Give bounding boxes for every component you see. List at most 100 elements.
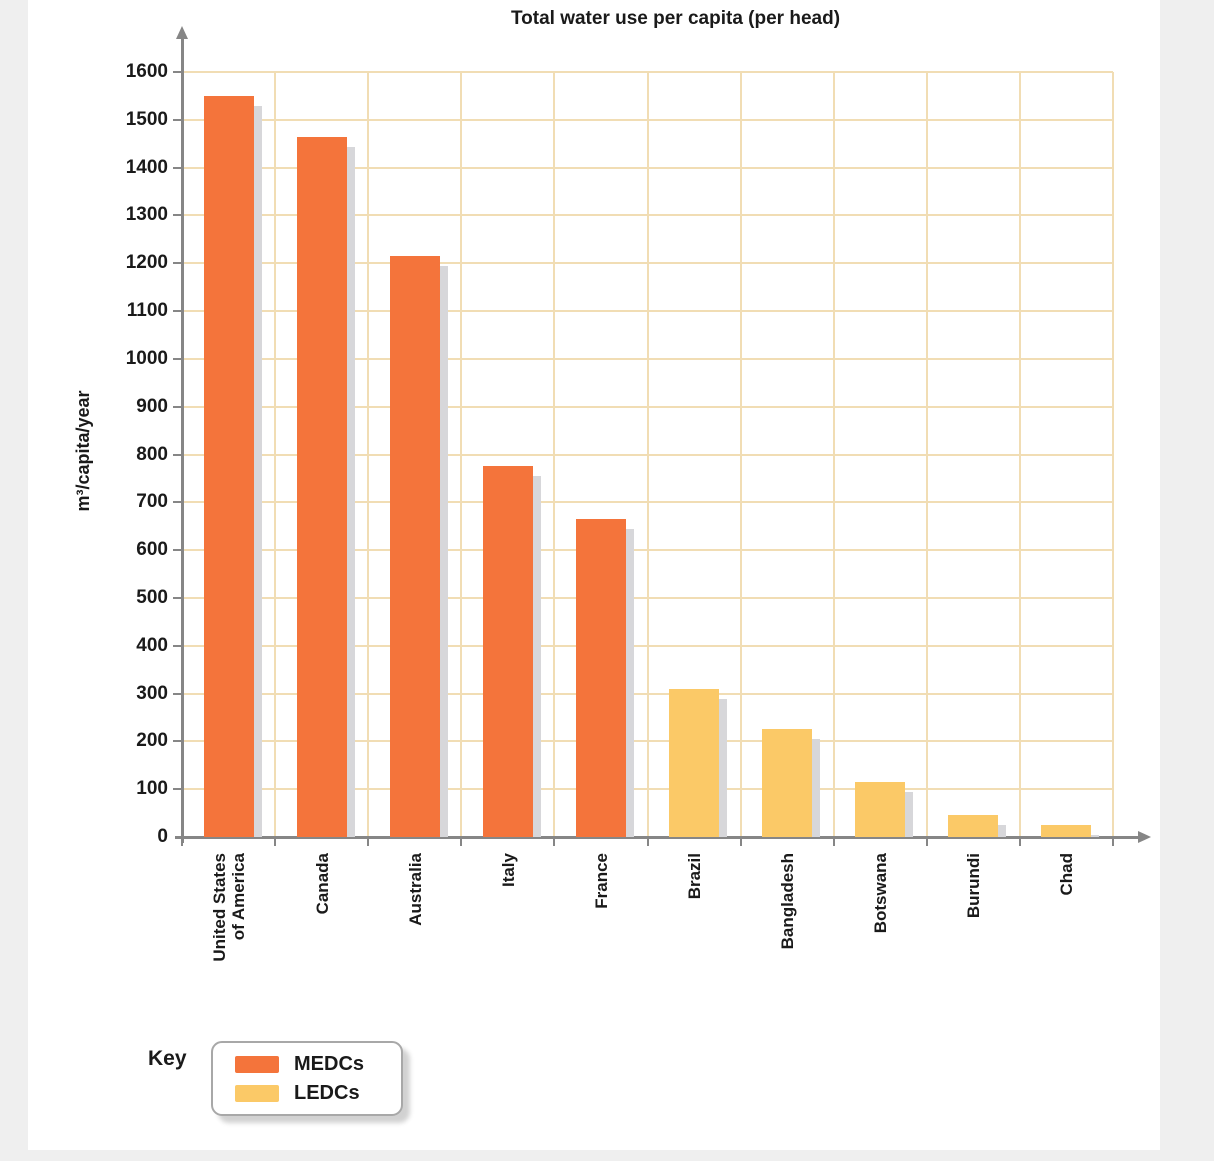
x-tick-label-line: France bbox=[591, 853, 611, 909]
y-tick-label: 1000 bbox=[125, 347, 168, 369]
x-tick-label-line: Canada bbox=[312, 853, 332, 915]
y-tick-label: 700 bbox=[136, 491, 168, 513]
y-tick-mark bbox=[173, 166, 181, 169]
x-tick-mark bbox=[1018, 838, 1021, 846]
y-tick-label: 800 bbox=[136, 443, 168, 465]
gridline-v bbox=[925, 72, 928, 837]
bar bbox=[203, 95, 254, 837]
y-tick-label: 900 bbox=[136, 395, 168, 417]
legend-item: LEDCs bbox=[235, 1083, 401, 1103]
gridline-v bbox=[460, 72, 463, 837]
y-tick-label: 1600 bbox=[125, 61, 168, 82]
gridline-v bbox=[832, 72, 835, 837]
y-tick-mark bbox=[173, 501, 181, 504]
legend-box: MEDCs LEDCs bbox=[211, 1041, 403, 1116]
x-tick-label-line: Botswana bbox=[870, 853, 890, 934]
bar bbox=[762, 729, 813, 837]
y-tick-label: 1300 bbox=[125, 204, 168, 226]
x-tick-label: Brazil bbox=[675, 853, 713, 1023]
x-tick-label: Chad bbox=[1047, 853, 1085, 1023]
x-tick-label: Botswana bbox=[861, 853, 899, 1023]
y-tick-label: 1500 bbox=[125, 108, 168, 130]
content-panel: Total water use per capita (per head) m³… bbox=[28, 0, 1160, 1150]
y-tick-label: 0 bbox=[157, 826, 168, 847]
y-tick-mark bbox=[173, 596, 181, 599]
key-label: Key bbox=[148, 1047, 187, 1070]
y-tick-mark bbox=[173, 644, 181, 647]
gridline-v bbox=[367, 72, 370, 837]
bar bbox=[575, 519, 626, 837]
x-tick-mark bbox=[274, 838, 277, 846]
bar bbox=[855, 782, 906, 837]
y-tick-mark bbox=[173, 453, 181, 456]
x-tick-mark bbox=[367, 838, 370, 846]
bar bbox=[669, 688, 720, 837]
bar bbox=[389, 256, 440, 837]
y-tick-label: 200 bbox=[136, 730, 168, 752]
x-axis-line bbox=[175, 835, 1138, 839]
x-tick-label-line: Chad bbox=[1056, 853, 1076, 896]
y-tick-label: 1400 bbox=[125, 156, 168, 178]
gridline-v bbox=[739, 72, 742, 837]
gridline-v bbox=[1018, 72, 1021, 837]
x-tick-label-line: of America bbox=[228, 853, 248, 941]
legend-item-label: MEDCs bbox=[294, 1053, 365, 1075]
y-tick-mark bbox=[173, 549, 181, 552]
legend-item-label: LEDCs bbox=[294, 1082, 360, 1104]
bar bbox=[948, 815, 999, 837]
x-tick-label: Italy bbox=[489, 853, 527, 1023]
x-tick-label-line: Australia bbox=[405, 853, 425, 926]
y-tick-mark bbox=[173, 740, 181, 743]
y-tick-mark bbox=[173, 71, 181, 73]
y-tick-label: 100 bbox=[136, 778, 168, 800]
x-tick-mark bbox=[1112, 838, 1114, 846]
gridline-v bbox=[1112, 72, 1114, 837]
y-tick-mark bbox=[173, 214, 181, 217]
gridline-v bbox=[646, 72, 649, 837]
gridline-v bbox=[274, 72, 277, 837]
x-tick-mark bbox=[739, 838, 742, 846]
y-tick-label: 600 bbox=[136, 539, 168, 561]
y-tick-label: 500 bbox=[136, 586, 168, 608]
bar bbox=[1041, 825, 1092, 837]
y-tick-mark bbox=[173, 118, 181, 121]
y-tick-mark bbox=[173, 405, 181, 408]
x-tick-label-line: Burundi bbox=[963, 853, 983, 919]
x-tick-label: Bangladesh bbox=[768, 853, 806, 1023]
x-tick-mark bbox=[181, 838, 183, 846]
x-tick-label-line: Bangladesh bbox=[777, 853, 797, 950]
y-tick-mark bbox=[173, 310, 181, 313]
bar bbox=[482, 466, 533, 837]
x-tick-label: Australia bbox=[396, 853, 434, 1023]
y-tick-label: 300 bbox=[136, 682, 168, 704]
y-tick-mark bbox=[173, 788, 181, 791]
legend-swatch bbox=[235, 1084, 279, 1102]
x-tick-label-line: Italy bbox=[498, 853, 518, 888]
x-tick-label: France bbox=[582, 853, 620, 1023]
x-tick-mark bbox=[646, 838, 649, 846]
x-tick-label: Canada bbox=[303, 853, 341, 1023]
x-tick-label: Burundi bbox=[954, 853, 992, 1023]
legend-swatch bbox=[235, 1055, 279, 1073]
y-axis-line bbox=[180, 38, 184, 843]
plot-area: 0 100 200 300 400 500 600 700 800 900 1000 1100 1200… bbox=[28, 0, 1160, 1150]
y-tick-label: 1200 bbox=[125, 252, 168, 274]
x-tick-mark bbox=[832, 838, 835, 846]
bar bbox=[296, 136, 347, 837]
y-tick-mark bbox=[173, 357, 181, 360]
x-tick-mark bbox=[460, 838, 463, 846]
gridline-v bbox=[553, 72, 556, 837]
axis-arrow-right-icon bbox=[1138, 831, 1151, 843]
y-tick-mark bbox=[173, 692, 181, 695]
y-tick-mark bbox=[173, 262, 181, 265]
x-tick-label-line: United States bbox=[209, 853, 229, 962]
chart-title: Total water use per capita (per head) bbox=[510, 8, 841, 29]
x-tick-mark bbox=[553, 838, 556, 846]
x-tick-label: United States of America bbox=[210, 853, 248, 1023]
axis-arrow-up-icon bbox=[176, 26, 188, 39]
y-tick-label: 400 bbox=[136, 634, 168, 656]
x-tick-mark bbox=[925, 838, 928, 846]
y-tick-label: 1100 bbox=[126, 300, 168, 322]
legend-item: MEDCs bbox=[235, 1054, 401, 1074]
x-tick-label-line: Brazil bbox=[684, 853, 704, 900]
